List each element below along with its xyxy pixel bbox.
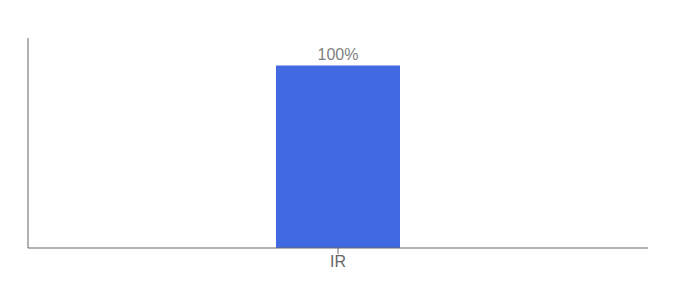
svg-text:IR: IR <box>330 253 346 270</box>
svg-text:100%: 100% <box>318 46 359 63</box>
